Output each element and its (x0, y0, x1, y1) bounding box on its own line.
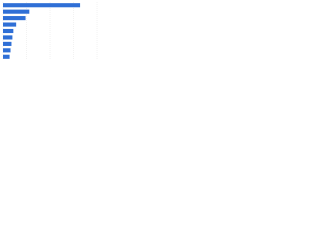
bar (3, 35, 13, 40)
bar (3, 54, 10, 59)
bar (3, 9, 30, 14)
bar (3, 48, 11, 53)
bar (3, 28, 14, 34)
bar (3, 16, 26, 21)
bar (3, 3, 81, 8)
bar (3, 41, 12, 46)
chart (2, 2, 98, 60)
bar (3, 22, 17, 27)
page: {"chart_data": {"type": "bar", "orientat… (0, 0, 100, 71)
